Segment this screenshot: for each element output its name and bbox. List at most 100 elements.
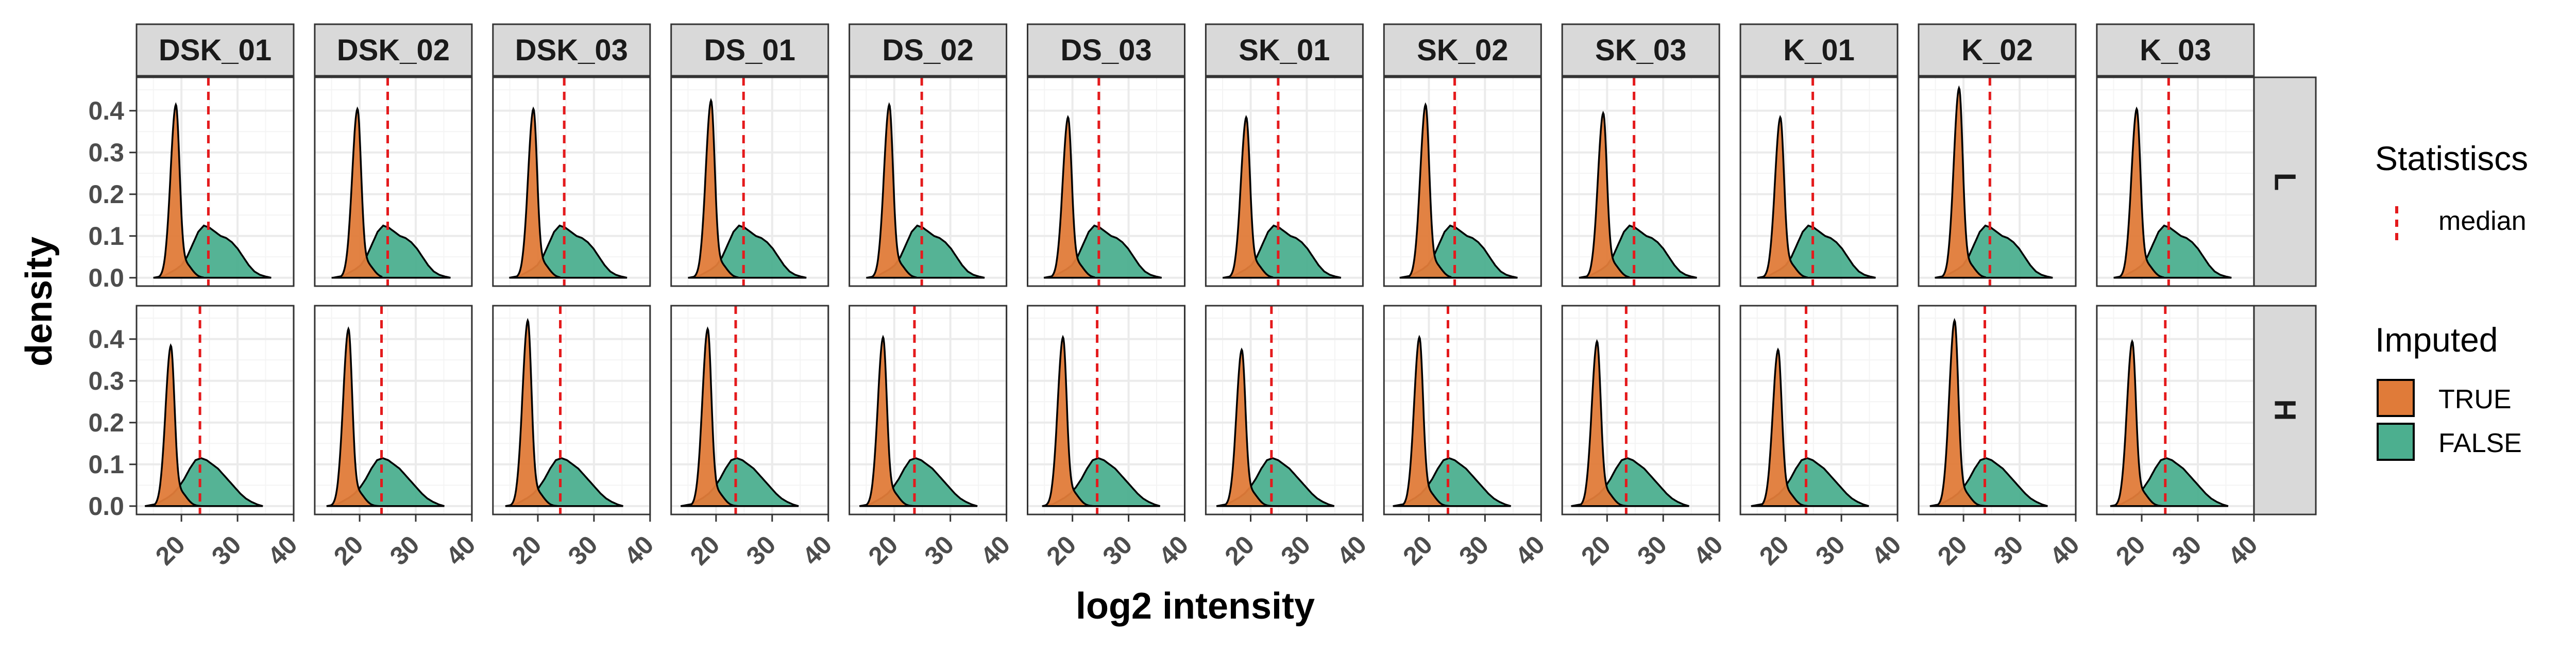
column-strip-background	[670, 23, 829, 77]
row-strip-background	[2253, 305, 2317, 515]
panel-border	[1918, 305, 2077, 515]
panel-border	[670, 305, 829, 515]
column-strip-DS_02: DS_02	[849, 23, 1008, 77]
x-tick-label: 40	[1688, 530, 1728, 571]
density-area-true	[509, 318, 561, 507]
column-strip-label: DSK_02	[337, 34, 450, 67]
column-strip-background	[1739, 23, 1899, 77]
density-area-true	[1756, 347, 1808, 507]
facet-panel-H-SK_03	[1561, 305, 1721, 515]
x-tick-label: 40	[975, 530, 1015, 571]
x-tick-label: 40	[1866, 530, 1907, 571]
facet-panel-L-DSK_03	[492, 76, 651, 287]
panel-border	[492, 76, 651, 287]
legend-label-false: FALSE	[2438, 428, 2522, 458]
panel-border	[1739, 76, 1899, 287]
x-tick-label: 30	[206, 530, 247, 571]
row-strip-L: L	[2253, 76, 2317, 287]
density-area-true	[1400, 102, 1453, 279]
legend-title-statistics: Statistiscs	[2375, 139, 2528, 177]
column-strip-label: SK_03	[1595, 34, 1686, 67]
column-strip-label: SK_01	[1239, 34, 1330, 67]
density-area-true	[2112, 339, 2164, 507]
facet-panel-L-SK_03	[1561, 76, 1721, 287]
x-tick-label: 30	[384, 530, 425, 571]
x-tick-label: 30	[1810, 530, 1851, 571]
column-strip-background	[1205, 23, 1364, 77]
density-area-true	[1222, 347, 1274, 507]
column-strip-label: DS_03	[1060, 34, 1151, 67]
facet-panel-H-K_03	[2096, 305, 2255, 515]
column-strip-background	[1027, 23, 1185, 77]
x-tick-label: 20	[1932, 530, 1973, 571]
x-tick-label: 20	[1575, 530, 1616, 571]
density-area-true	[510, 106, 563, 279]
legend-key-false	[2377, 423, 2415, 461]
column-strip-DS_01: DS_01	[670, 23, 829, 77]
panel-border	[670, 76, 829, 287]
facet-panel-L-DS_01	[670, 76, 829, 287]
row-strip-background	[2253, 76, 2317, 287]
y-tick-label: 0.0	[88, 263, 124, 292]
panel-border	[314, 76, 473, 287]
x-axis-title: log2 intensity	[1076, 586, 1315, 627]
y-tick-label: 0.2	[88, 180, 124, 209]
x-tick-label: 40	[262, 530, 303, 571]
column-strip-background	[135, 23, 295, 77]
facet-panel-L-SK_01	[1205, 76, 1364, 287]
panel-border	[1027, 76, 1185, 287]
x-tick-label: 40	[440, 530, 481, 571]
column-strip-label: K_02	[1961, 34, 2033, 67]
density-area-true	[1935, 85, 1989, 279]
x-tick-label: 30	[2166, 530, 2207, 571]
panel-border	[849, 305, 1008, 515]
y-tick-label: 0.3	[88, 367, 124, 395]
panel-border	[314, 305, 473, 515]
facet-panel-L-K_02	[1918, 76, 2077, 287]
y-tick-label: 0.1	[88, 450, 124, 479]
facet-panel-L-K_03	[2096, 76, 2255, 287]
panel-border	[1205, 76, 1364, 287]
density-area-true	[2113, 106, 2167, 279]
column-strip-DSK_02: DSK_02	[314, 23, 473, 77]
facet-panel-H-DS_01	[670, 305, 829, 515]
density-area-true	[1043, 335, 1095, 507]
density-area-true	[1400, 335, 1452, 507]
column-strip-background	[1918, 23, 2077, 77]
column-strip-SK_03: SK_03	[1561, 23, 1720, 77]
y-tick-label: 0.4	[88, 96, 124, 125]
density-area-true	[152, 343, 204, 507]
x-tick-label: 30	[741, 530, 782, 571]
panel-border	[1561, 305, 1720, 515]
panel-border	[1383, 305, 1542, 515]
panel-border	[135, 76, 295, 287]
column-strip-label: K_03	[2140, 34, 2211, 67]
x-tick-label: 30	[919, 530, 960, 571]
density-area-true	[1579, 110, 1632, 279]
panel-border	[1918, 76, 2077, 287]
density-area-true	[865, 335, 917, 507]
facet-panel-L-SK_02	[1383, 76, 1543, 287]
density-area-true	[1757, 114, 1811, 279]
density-area-true	[687, 326, 739, 507]
density-area-true	[866, 102, 920, 279]
panel-border	[1561, 76, 1720, 287]
density-area-true	[330, 326, 382, 507]
facet-panel-H-K_01	[1739, 305, 1899, 515]
x-tick-label: 20	[1754, 530, 1794, 571]
panel-border	[135, 305, 295, 515]
facet-panel-H-DSK_03	[492, 305, 651, 515]
density-area-true	[331, 106, 384, 279]
column-strip-DSK_01: DSK_01	[135, 23, 295, 77]
column-strip-DS_03: DS_03	[1027, 23, 1185, 77]
y-tick-label: 0.0	[88, 492, 124, 521]
x-tick-label: 30	[1632, 530, 1672, 571]
column-strip-SK_01: SK_01	[1205, 23, 1364, 77]
y-tick-label: 0.4	[88, 325, 124, 354]
facet-panel-H-DSK_02	[314, 305, 473, 515]
facet-panel-L-DS_03	[1027, 76, 1186, 287]
column-strip-background	[849, 23, 1008, 77]
density-area-true	[688, 97, 741, 279]
x-tick-label: 40	[2223, 530, 2263, 571]
